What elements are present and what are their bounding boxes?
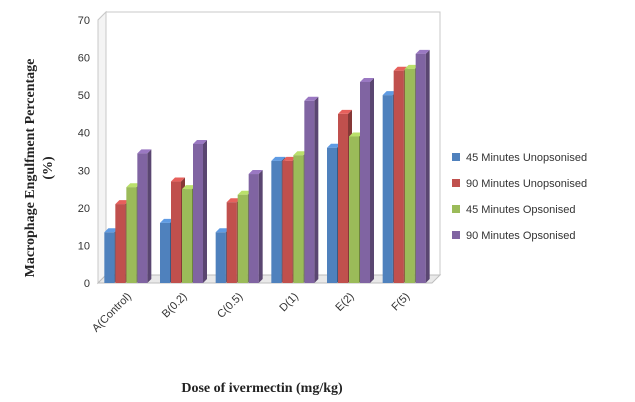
legend-entry: 45 Minutes Opsonised — [452, 204, 575, 216]
bar — [415, 49, 430, 283]
bar-front — [182, 189, 192, 283]
bar-top — [360, 77, 374, 82]
bar-top — [327, 143, 341, 148]
legend-label: 90 Minutes Unopsonised — [466, 178, 587, 190]
bar-top — [237, 190, 252, 195]
bars — [104, 49, 430, 284]
bar-front — [171, 181, 181, 283]
bar-top — [304, 96, 319, 101]
y-tick-label: 40 — [78, 128, 90, 140]
bar-front — [226, 202, 237, 283]
bar-front — [349, 136, 359, 283]
bar-top — [349, 132, 363, 137]
bar-side — [425, 49, 430, 283]
bar-front — [293, 155, 304, 283]
bar-top — [415, 49, 430, 54]
legend: 45 Minutes Unopsonised 90 Minutes Unopson… — [452, 152, 587, 242]
bar-front — [304, 100, 315, 284]
bar-front — [282, 160, 293, 283]
bar-top — [271, 156, 286, 161]
bar-front — [104, 232, 115, 283]
x-tick-label: D(1) — [277, 291, 301, 315]
bar-top — [226, 198, 241, 203]
bar-top — [248, 170, 263, 175]
x-tick-label: B(0.2) — [160, 291, 190, 321]
y-tick-label: 20 — [78, 203, 90, 215]
bar-front — [193, 143, 203, 283]
bar-top — [115, 200, 130, 205]
bar-top — [338, 109, 352, 114]
bar-front — [327, 147, 337, 283]
bar-top — [126, 183, 141, 188]
legend-entry: 45 Minutes Unopsonised — [452, 152, 587, 164]
y-tick-label: 0 — [84, 278, 90, 290]
bar-front — [404, 68, 415, 283]
bar-top — [282, 156, 297, 161]
y-axis-label: Macrophage Engulfment Percentage — [23, 59, 38, 278]
y-tick-label: 10 — [78, 240, 90, 252]
bar-front — [126, 187, 137, 283]
bar-top — [160, 218, 174, 223]
bar-top — [404, 64, 419, 69]
x-tick-label: A(Control) — [90, 291, 134, 335]
bar-front — [271, 160, 282, 283]
legend-entry: 90 Minutes Unopsonised — [452, 178, 587, 190]
bar-side — [314, 96, 319, 284]
bar-front — [237, 194, 248, 283]
bar-front — [360, 81, 370, 283]
bar-top — [382, 91, 397, 96]
legend-label: 45 Minutes Unopsonised — [466, 152, 587, 164]
bar-top — [193, 139, 207, 144]
x-axis-label: Dose of ivermectin (mg/kg) — [181, 381, 343, 396]
legend-entry: 90 Minutes Opsonised — [452, 230, 575, 242]
bar-front — [115, 204, 126, 283]
legend-label: 90 Minutes Opsonised — [466, 230, 575, 242]
bar — [248, 170, 263, 283]
y-tick-label: 30 — [78, 165, 90, 177]
bar — [193, 139, 207, 283]
bar-top — [104, 228, 119, 233]
bar-front — [393, 70, 404, 283]
legend-swatch — [452, 205, 460, 213]
bar-top — [393, 66, 408, 71]
bar-front — [415, 53, 426, 283]
bar-side — [258, 170, 263, 283]
x-tick-label: F(5) — [390, 291, 413, 314]
bar — [360, 77, 374, 283]
x-tick-label: E(2) — [333, 291, 356, 314]
bar-top — [182, 185, 196, 190]
bar-side — [147, 149, 152, 283]
bar-side — [370, 77, 374, 283]
y-tick-labels: 0 10 20 30 40 50 60 70 — [78, 15, 90, 290]
bar-front — [215, 232, 226, 283]
legend-swatch — [452, 231, 460, 239]
bar-front — [137, 153, 148, 283]
bar — [137, 149, 152, 283]
bar-top — [171, 177, 185, 182]
bar-front — [248, 174, 259, 283]
y-tick-label: 60 — [78, 53, 90, 65]
x-tick-labels: A(Control) B(0.2) C(0.5) D(1) E(2) F(5) — [90, 291, 412, 335]
bar — [304, 96, 319, 284]
bar-front — [338, 113, 348, 283]
bar-side — [203, 139, 207, 283]
y-tick-label: 50 — [78, 90, 90, 102]
y-axis-unit: (%) — [41, 156, 56, 180]
legend-label: 45 Minutes Opsonised — [466, 204, 575, 216]
bar-top — [293, 151, 308, 156]
legend-swatch — [452, 179, 460, 187]
bar-top — [137, 149, 152, 154]
bar-front — [160, 222, 170, 283]
bar-top — [215, 228, 230, 233]
bar-front — [382, 95, 393, 284]
x-tick-label: C(0.5) — [215, 291, 245, 321]
y-tick-label: 70 — [78, 15, 90, 27]
legend-swatch — [452, 153, 460, 161]
